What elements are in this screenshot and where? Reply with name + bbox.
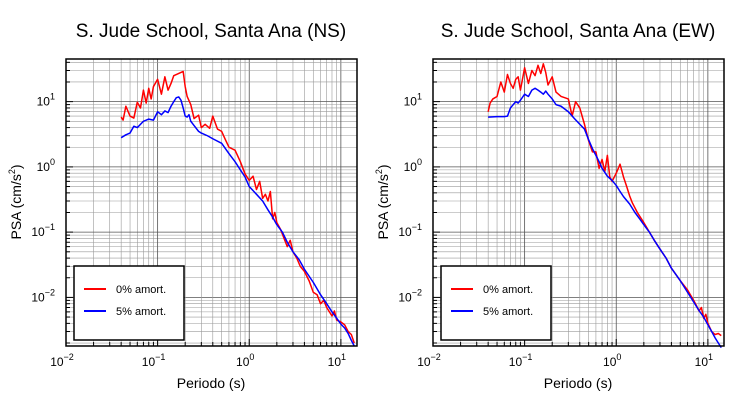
legend-box	[73, 265, 185, 341]
y-axis-label: PSA (cm/s2)	[374, 164, 391, 239]
tick-labels: 10−2 10−1 100 101 10−2 10−1 100 101	[398, 92, 713, 369]
legend-label-0: 0% amort.	[483, 284, 533, 296]
series-line-1	[488, 87, 722, 349]
chart-title: S. Jude School, Santa Ana (NS)	[76, 21, 346, 42]
tick-labels: 10−2 10−1 100 101 10−2 10−1 100 101	[31, 92, 346, 369]
x-tick-label: 10−1	[509, 352, 533, 369]
series-line-1	[120, 96, 355, 347]
y-tick-label: 101	[404, 92, 422, 109]
legend-box	[440, 265, 552, 341]
x-tick-label: 10−2	[50, 352, 74, 369]
plot-frame	[65, 58, 358, 347]
x-tick-label: 10−1	[142, 352, 166, 369]
y-axis-label-end: )	[375, 164, 391, 169]
chart-panel-ns: S. Jude School, Santa Ana (NS) 10−2 10−1 1…	[7, 21, 358, 391]
legend-label-0: 0% amort.	[116, 284, 166, 296]
y-tick-label: 10−2	[31, 287, 55, 304]
legend-label-1: 5% amort.	[116, 306, 166, 318]
x-tick-label: 101	[695, 352, 713, 369]
y-axis-label-main: PSA (cm/s	[8, 174, 24, 239]
y-axis-label-main: PSA (cm/s	[375, 174, 391, 239]
x-axis-label: Periodo (s)	[544, 375, 612, 391]
y-axis-label-sup: 2	[7, 169, 17, 174]
legend: 0% amort. 5% amort.	[73, 265, 185, 341]
chart-panel-ew: S. Jude School, Santa Ana (EW) 10−2 10−1 1…	[374, 21, 725, 391]
y-tick-label: 10−2	[398, 287, 422, 304]
series-group	[487, 63, 722, 349]
x-tick-label: 101	[328, 352, 346, 369]
y-tick-label: 100	[37, 157, 55, 174]
x-axis-label: Periodo (s)	[177, 375, 245, 391]
y-tick-label: 10−1	[31, 222, 55, 239]
y-axis-label-end: )	[8, 164, 24, 169]
legend-label-1: 5% amort.	[483, 306, 533, 318]
y-tick-label: 100	[404, 157, 422, 174]
y-tick-label: 101	[37, 92, 55, 109]
y-axis-label-sup: 2	[374, 169, 384, 174]
x-tick-label: 10−2	[417, 352, 441, 369]
legend: 0% amort. 5% amort.	[440, 265, 552, 341]
plot-frame	[432, 58, 725, 347]
series-group	[120, 70, 355, 347]
x-tick-label: 100	[236, 352, 254, 369]
x-tick-label: 100	[603, 352, 621, 369]
grid	[65, 59, 357, 346]
chart-title: S. Jude School, Santa Ana (EW)	[441, 21, 716, 42]
series-line-0	[120, 70, 355, 344]
y-axis-label: PSA (cm/s2)	[7, 164, 24, 239]
y-tick-label: 10−1	[398, 222, 422, 239]
